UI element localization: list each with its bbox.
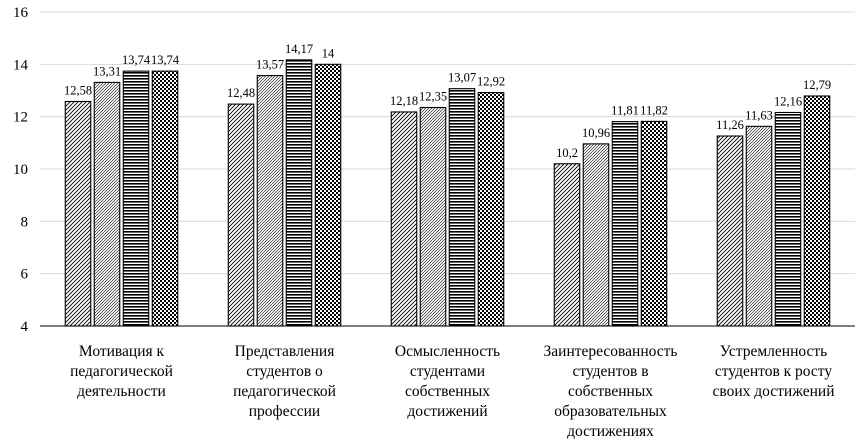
data-label: 11,81 xyxy=(611,104,639,118)
data-label: 12,35 xyxy=(419,90,447,104)
data-label: 13,31 xyxy=(93,64,121,78)
y-tick-label: 12 xyxy=(13,110,28,126)
y-tick-label: 6 xyxy=(21,267,29,283)
data-label: 14 xyxy=(322,46,335,60)
data-label: 12,92 xyxy=(477,75,505,89)
bar xyxy=(285,59,313,327)
data-label: 13,07 xyxy=(448,71,476,85)
data-label: 10,2 xyxy=(556,146,578,160)
y-axis-tick-labels: 4 6 8 10 12 14 16 xyxy=(13,5,29,335)
y-tick-label: 8 xyxy=(21,214,29,230)
data-label: 14,17 xyxy=(285,42,313,56)
data-label: 12,58 xyxy=(64,83,92,97)
category-label: Представления студентов о педагогической пр… xyxy=(233,343,336,420)
bar xyxy=(582,143,610,327)
data-label: 12,79 xyxy=(803,78,831,92)
bar xyxy=(611,121,639,327)
data-label: 11,26 xyxy=(716,118,744,132)
data-label: 12,48 xyxy=(227,86,255,100)
bar xyxy=(745,125,773,327)
data-label: 13,74 xyxy=(122,53,151,67)
data-label: 11,82 xyxy=(640,103,668,117)
data-label: 12,18 xyxy=(390,94,418,108)
y-tick-label: 14 xyxy=(13,57,29,73)
bar xyxy=(716,135,744,327)
data-label: 12,16 xyxy=(774,94,802,108)
bar xyxy=(419,106,447,327)
data-label: 13,57 xyxy=(256,58,284,72)
bar xyxy=(553,163,581,327)
category-label: Осмысленность студентами собственных достиж… xyxy=(395,343,500,420)
bar xyxy=(227,103,255,327)
bar xyxy=(640,120,668,327)
y-tick-label: 16 xyxy=(13,5,29,21)
bar xyxy=(93,81,121,327)
bars xyxy=(64,59,831,327)
bar xyxy=(314,63,342,327)
bar xyxy=(390,111,418,327)
y-tick-label: 4 xyxy=(21,319,29,335)
category-label: Заинтересованность студентов в собственных… xyxy=(544,343,678,440)
bar xyxy=(774,111,802,327)
bar xyxy=(122,70,150,327)
category-label: Устремленность студентов к росту своих дос… xyxy=(712,343,834,400)
bar xyxy=(448,88,476,327)
category-labels: Мотивация к педагогической деятельности Пре… xyxy=(70,343,834,440)
bar xyxy=(477,92,505,327)
data-label: 13,74 xyxy=(151,53,180,67)
category-label: Мотивация к педагогической деятельности xyxy=(70,343,173,400)
bar xyxy=(64,100,92,327)
data-label: 11,63 xyxy=(745,108,773,122)
bar xyxy=(151,70,179,327)
bar xyxy=(256,75,284,327)
data-label: 10,96 xyxy=(582,126,610,140)
y-tick-label: 10 xyxy=(13,162,28,178)
bar xyxy=(803,95,831,327)
